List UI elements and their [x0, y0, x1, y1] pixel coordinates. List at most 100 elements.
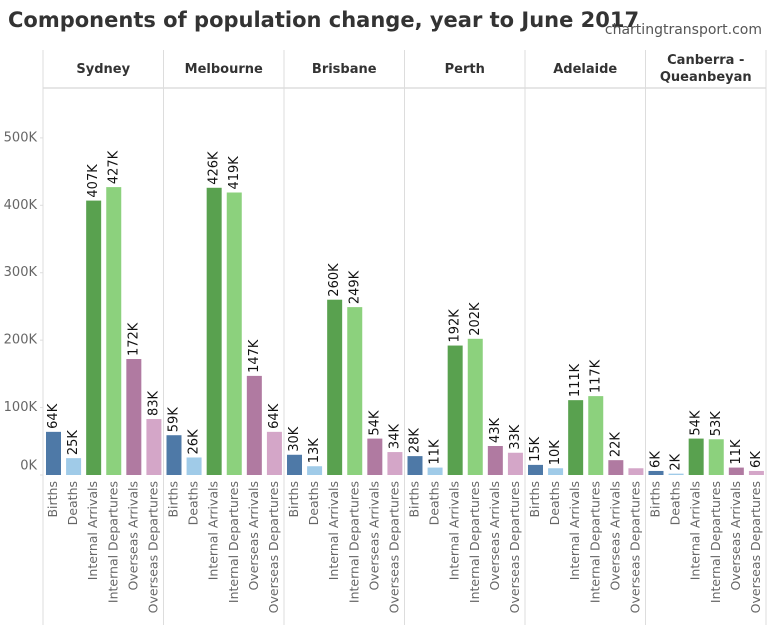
x-tick-label: Births: [286, 481, 301, 518]
data-label: 59K: [167, 407, 182, 433]
x-tick-label: Overseas Arrivals: [125, 481, 140, 591]
panel-header: Adelaide: [553, 61, 618, 77]
bar: [688, 438, 704, 475]
data-label: 54K: [689, 410, 704, 436]
bar: [407, 456, 423, 475]
data-label: 407K: [86, 164, 101, 198]
data-label: 10K: [548, 440, 563, 466]
x-tick-label: Deaths: [65, 481, 80, 525]
data-label: 53K: [709, 411, 724, 437]
bar: [86, 200, 102, 476]
x-tick-label: Internal Arrivals: [447, 481, 462, 580]
data-label: 192K: [448, 309, 463, 343]
data-label: 64K: [46, 403, 61, 429]
data-label: 111K: [568, 363, 583, 397]
bar: [327, 299, 343, 475]
x-tick-label: Deaths: [427, 481, 442, 525]
y-tick-label: 400K: [4, 198, 38, 213]
panel-title: Melbourne: [184, 61, 263, 77]
bar: [166, 435, 182, 475]
x-tick-label: Internal Departures: [346, 481, 361, 603]
panel-title: Canberra - Queanbeyan: [659, 53, 752, 85]
bar: [106, 187, 122, 476]
bar: [307, 466, 323, 475]
data-label: 64K: [267, 403, 282, 429]
x-tick-label: Overseas Departures: [386, 481, 401, 613]
x-tick-label: Deaths: [668, 481, 683, 525]
data-label: 419K: [227, 156, 242, 190]
x-tick-label: Internal Departures: [226, 481, 241, 603]
data-label: 15K: [528, 436, 543, 462]
bar: [447, 345, 463, 475]
x-tick-label: Internal Departures: [467, 481, 482, 603]
panel-header: Sydney: [76, 62, 130, 77]
credit: chartingtransport.com: [605, 22, 762, 38]
x-tick-label: Overseas Departures: [145, 481, 160, 613]
panel-header: Melbourne: [184, 61, 263, 77]
x-tick-label: Deaths: [547, 481, 562, 525]
panel-header: Perth: [444, 61, 485, 77]
x-tick-label: Overseas Departures: [507, 481, 522, 613]
chart-title: Components of population change, year to…: [8, 8, 639, 32]
x-tick-label: Overseas Departures: [627, 481, 642, 613]
bar: [648, 470, 664, 475]
x-tick-label: Internal Departures: [587, 481, 602, 603]
bar: [668, 473, 684, 475]
bar: [427, 467, 443, 475]
data-label: 22K: [608, 432, 623, 458]
y-tick-label: 300K: [4, 265, 38, 280]
bar: [46, 431, 61, 475]
bar: [387, 452, 403, 475]
bar: [246, 375, 262, 475]
bar: [126, 359, 142, 475]
bar: [568, 400, 584, 475]
data-label: 6K: [649, 451, 664, 468]
bar: [467, 338, 483, 475]
data-label: 147K: [247, 339, 262, 373]
data-label: 11K: [729, 439, 744, 465]
panel-title: Perth: [444, 61, 485, 77]
data-label: 202K: [468, 302, 483, 336]
panel-header: Brisbane: [312, 62, 377, 77]
x-tick-label: Internal Departures: [105, 481, 120, 603]
bar: [528, 464, 543, 475]
x-tick-label: Overseas Arrivals: [246, 481, 261, 591]
x-tick-label: Internal Arrivals: [567, 481, 582, 580]
data-label: 54K: [367, 410, 382, 436]
bar: [548, 468, 564, 475]
x-tick-label: Internal Arrivals: [206, 481, 221, 580]
data-label: 260K: [327, 263, 342, 297]
data-label: 2K: [669, 453, 684, 470]
x-tick-label: Overseas Arrivals: [728, 481, 743, 591]
bar: [367, 438, 383, 475]
x-tick-label: Overseas Arrivals: [487, 481, 502, 591]
x-tick-label: Overseas Departures: [748, 481, 763, 613]
bar: [588, 396, 604, 475]
y-tick-label: 500K: [4, 130, 38, 145]
y-tick-label: 100K: [4, 400, 38, 415]
bar: [628, 468, 644, 475]
x-tick-label: Overseas Arrivals: [607, 481, 622, 591]
data-label: 13K: [307, 438, 322, 464]
x-tick-label: Overseas Departures: [266, 481, 281, 613]
data-label: 83K: [146, 390, 161, 416]
data-label: 33K: [508, 424, 523, 450]
bar: [507, 452, 523, 475]
x-tick-label: Births: [527, 481, 542, 518]
bar: [66, 458, 82, 475]
data-label: 172K: [126, 322, 141, 356]
x-tick-label: Internal Arrivals: [326, 481, 341, 580]
y-tick-label: 200K: [4, 333, 38, 348]
bar: [347, 307, 363, 475]
data-label: 28K: [408, 428, 423, 454]
bar: [748, 470, 764, 475]
data-label: 25K: [66, 430, 81, 456]
data-label: 34K: [387, 424, 402, 450]
panel-title: Adelaide: [553, 61, 618, 77]
x-tick-label: Deaths: [186, 481, 201, 525]
x-tick-label: Births: [45, 481, 60, 518]
panel-header: Canberra - Queanbeyan: [659, 53, 752, 85]
bar: [728, 467, 744, 475]
bar: [226, 192, 242, 475]
